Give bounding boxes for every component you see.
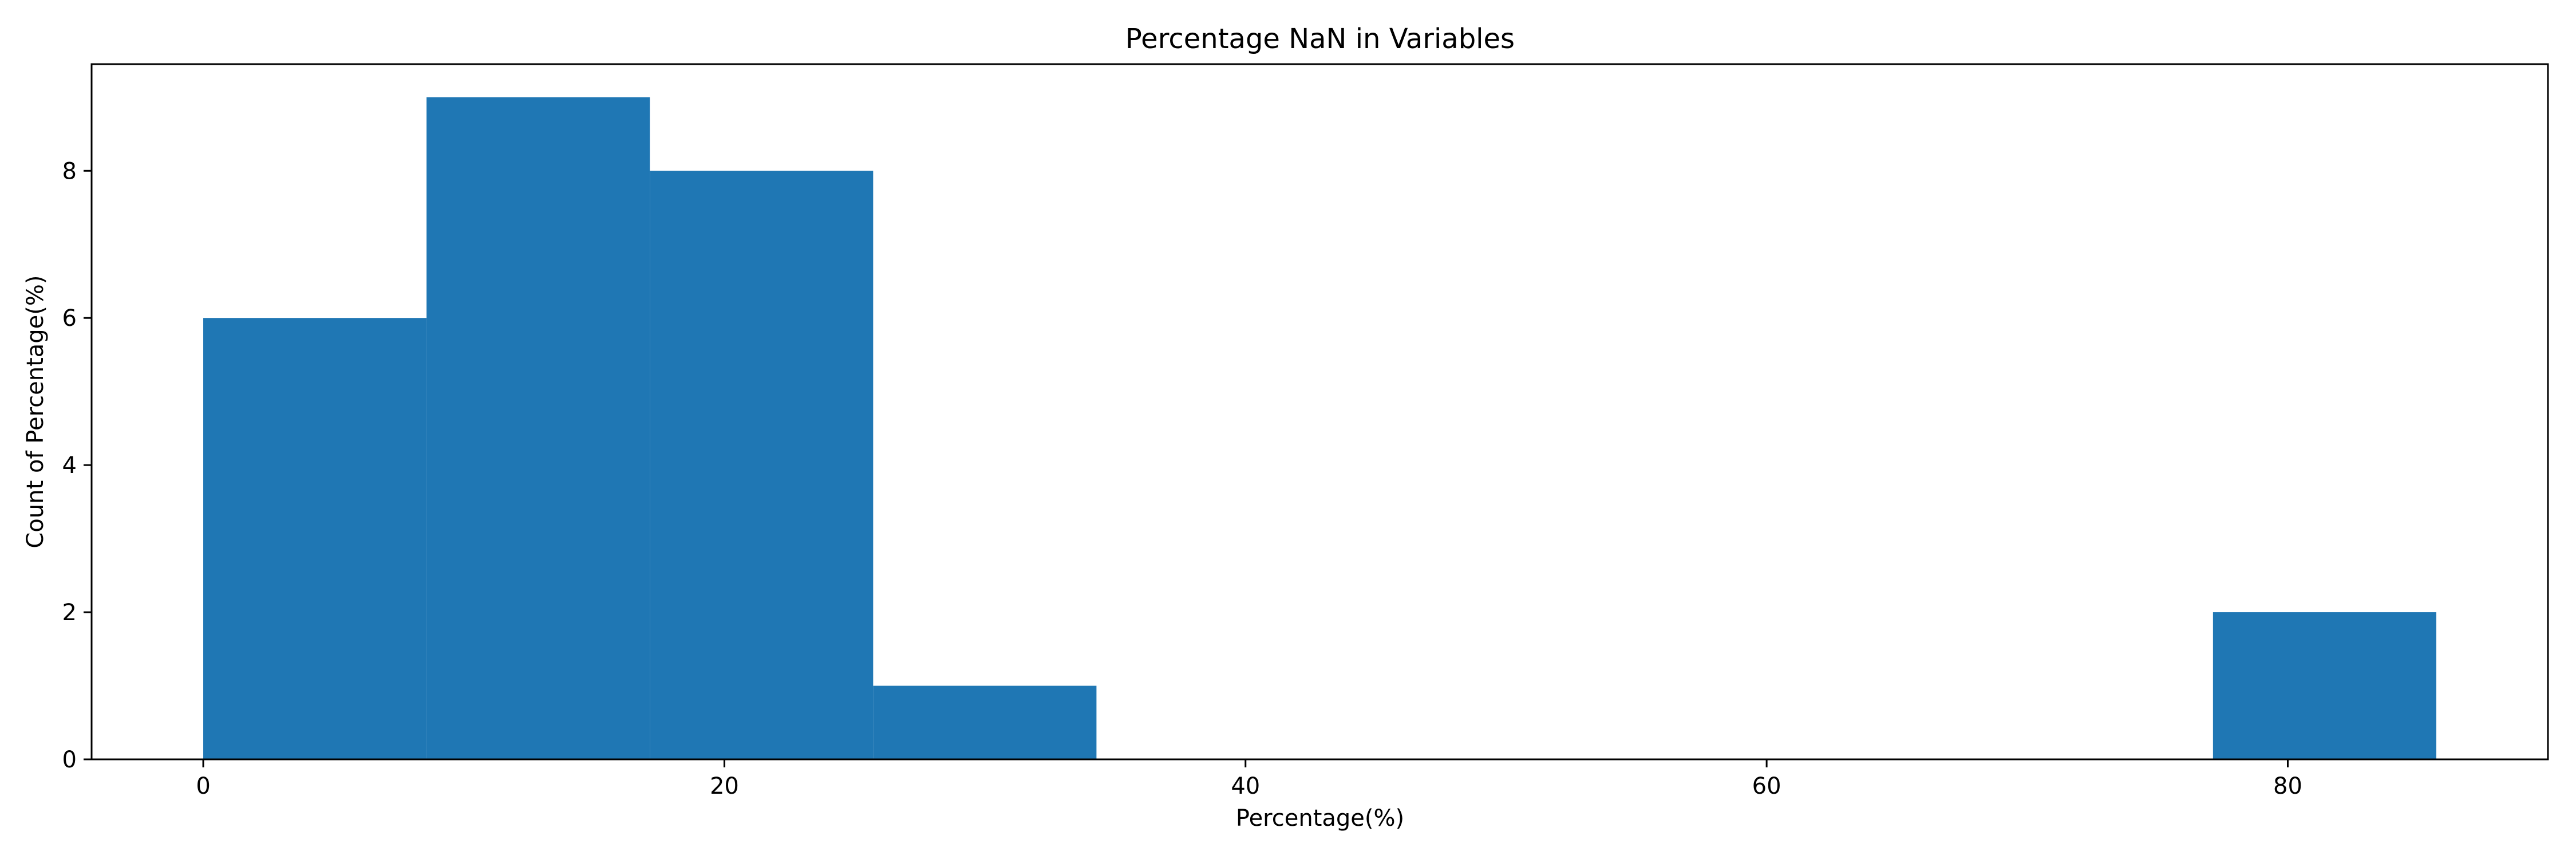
histogram-bar-1 xyxy=(426,97,650,759)
y-tick-label: 8 xyxy=(62,158,77,184)
chart-title: Percentage NaN in Variables xyxy=(1125,23,1515,55)
x-axis-label: Percentage(%) xyxy=(1236,805,1404,832)
x-tick-label: 80 xyxy=(2273,773,2302,799)
plot-frame xyxy=(90,63,2549,761)
x-axis-ticks: 0 20 40 60 80 xyxy=(196,759,2302,799)
bars-layer xyxy=(203,97,2436,759)
histogram-bar-2 xyxy=(650,171,874,759)
y-tick-label: 6 xyxy=(62,305,77,332)
histogram-bar-0 xyxy=(203,318,427,759)
y-axis-label: Count of Percentage(%) xyxy=(22,275,49,548)
histogram-bar-9 xyxy=(2212,612,2436,759)
y-axis-ticks: 0 2 4 6 8 xyxy=(62,158,92,773)
x-tick-label: 0 xyxy=(196,773,210,799)
x-tick-label: 20 xyxy=(710,773,739,799)
y-tick-label: 0 xyxy=(62,747,77,773)
y-tick-label: 2 xyxy=(62,600,77,626)
y-tick-label: 4 xyxy=(62,452,77,479)
x-tick-label: 60 xyxy=(1752,773,1781,799)
histogram-bar-3 xyxy=(873,685,1097,759)
x-tick-label: 40 xyxy=(1231,773,1260,799)
